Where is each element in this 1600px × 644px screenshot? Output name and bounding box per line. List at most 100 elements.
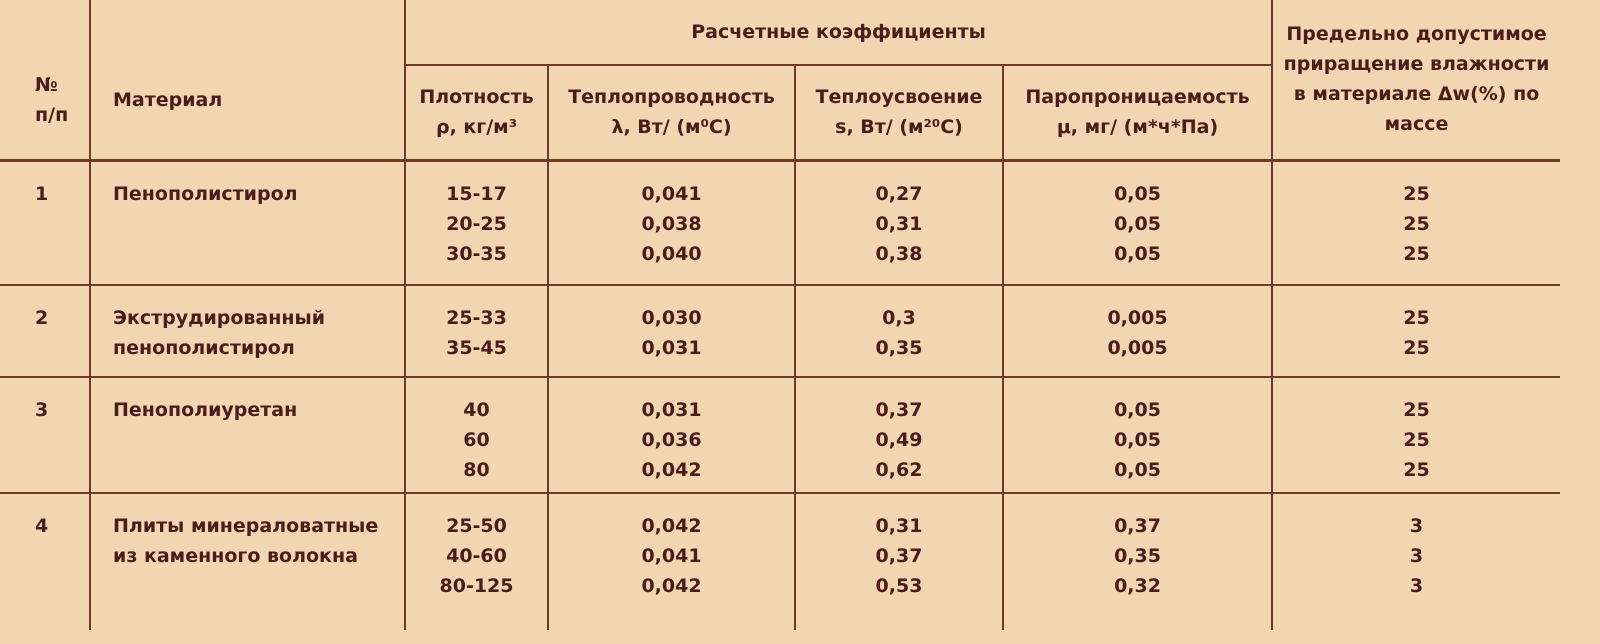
text-line: 2 xyxy=(35,307,49,329)
text-line: 60 xyxy=(463,429,490,451)
text-line: 0,37 xyxy=(875,399,923,421)
value-cell: 0,030 0,031 xyxy=(547,285,795,378)
material-cell: Пенополиуретан xyxy=(89,377,405,494)
text-line: 0,031 xyxy=(641,399,702,421)
text-line: Теплопроводность xyxy=(568,86,775,109)
text-line: 35-45 xyxy=(446,337,507,359)
number-cell: 2 xyxy=(0,285,90,378)
value-cell: 0,37 0,49 0,62 xyxy=(794,377,1003,494)
text-line: 25 xyxy=(1403,212,1430,235)
value-cell: 3 3 3 xyxy=(1271,493,1561,630)
text-line: 0,62 xyxy=(875,459,923,481)
text-line: 0,38 xyxy=(875,242,923,265)
value-cell: 25 25 xyxy=(1271,285,1561,378)
value-cell: 25 25 25 xyxy=(1271,377,1561,494)
value-cell: 0,031 0,036 0,042 xyxy=(547,377,795,494)
value-cell: 0,05 0,05 0,05 xyxy=(1001,377,1273,494)
value-cell: 0,005 0,005 xyxy=(1001,285,1273,378)
text-line: 0,042 xyxy=(641,575,702,597)
text-line: из каменного волокна xyxy=(113,545,358,567)
header-cell: Расчетные коэффициенты xyxy=(403,0,1273,66)
text-line: 80-125 xyxy=(439,575,514,597)
value-cell: 0,3 0,35 xyxy=(794,285,1003,378)
text-line: μ, мг/ (м*ч*Па) xyxy=(1056,116,1219,139)
text-line: 0,32 xyxy=(1114,575,1161,597)
text-line: 3 xyxy=(1409,545,1424,567)
header-cell: Материал xyxy=(89,0,405,162)
text-line: 15-17 xyxy=(446,182,507,205)
text-line: 0,31 xyxy=(875,515,923,537)
text-line: λ, Вт/ (м⁰С) xyxy=(611,116,732,139)
text-line: 25 xyxy=(1403,429,1430,451)
text-line: 0,49 xyxy=(875,429,923,451)
value-cell: 0,37 0,35 0,32 xyxy=(1001,493,1273,630)
text-line: 0,27 xyxy=(875,182,923,205)
text-line: Паропроницаемость xyxy=(1025,86,1250,109)
text-line: в материале Δw(%) по xyxy=(1293,83,1540,106)
text-line: пенополистирол xyxy=(113,337,295,359)
table-row: 3 Пенополиуретан 40 60 80 0,031 0,036 0,042 0,37… xyxy=(0,377,1561,494)
table-row: 1 Пенополистирол 15-17 20-25 30-35 0,041 0,038… xyxy=(0,160,1561,286)
text-line: 25 xyxy=(1403,459,1430,481)
text-line: 0,040 xyxy=(641,242,702,265)
text-line: 0,53 xyxy=(875,575,923,597)
text-line: 0,030 xyxy=(641,307,702,329)
text-line: 0,35 xyxy=(1114,545,1161,567)
text-line: 0,036 xyxy=(641,429,702,451)
material-cell: Экструдированный пенополистирол xyxy=(89,285,405,378)
material-cell: Плиты минераловатные из каменного волокна xyxy=(89,493,405,630)
text-line: № xyxy=(35,74,58,96)
text-line: Расчетные коэффициенты xyxy=(691,21,986,43)
header-cell: Паропроницаемость μ, мг/ (м*ч*Па) xyxy=(1001,65,1273,162)
header-row: Плотность ρ, кг/м³ Теплопроводность λ, Вт/ … xyxy=(0,65,1560,162)
header-cell: № п/п xyxy=(0,0,90,162)
text-line: ρ, кг/м³ xyxy=(435,116,518,139)
text-line: 0,35 xyxy=(875,337,923,359)
text-line: 3 xyxy=(35,399,49,421)
text-line: Плотность xyxy=(419,86,534,109)
header-cell: Теплоусвоение s, Вт/ (м²⁰С) xyxy=(794,65,1003,162)
table-row: 2 Экструдированный пенополистирол 25-33 35-4… xyxy=(0,285,1561,378)
text-line: 25 xyxy=(1403,307,1430,329)
text-line: 80 xyxy=(463,459,490,481)
text-line: Пенополистирол xyxy=(113,182,298,205)
text-line: Экструдированный xyxy=(113,307,326,329)
text-line: 40-60 xyxy=(446,545,507,567)
value-cell: 0,041 0,038 0,040 xyxy=(547,160,795,286)
text-line: 25-50 xyxy=(446,515,507,537)
value-cell: 15-17 20-25 30-35 xyxy=(404,160,548,286)
value-cell: 0,042 0,041 0,042 xyxy=(547,493,795,630)
number-cell: 4 xyxy=(0,493,90,630)
text-line: Материал xyxy=(113,89,223,111)
text-line: 0,37 xyxy=(875,545,923,567)
header-cell: Теплопроводность λ, Вт/ (м⁰С) xyxy=(547,65,795,162)
text-line: 20-25 xyxy=(446,212,507,235)
number-cell: 1 xyxy=(0,160,90,286)
text-line: 0,038 xyxy=(641,212,702,235)
text-line: 1 xyxy=(35,182,49,205)
header-cell: Плотность ρ, кг/м³ xyxy=(404,65,548,162)
text-line: Плиты минераловатные xyxy=(113,515,379,537)
text-line: 0,37 xyxy=(1114,515,1161,537)
text-line: 0,05 xyxy=(1114,429,1161,451)
value-cell: 40 60 80 xyxy=(404,377,548,494)
text-line: 0,05 xyxy=(1114,212,1161,235)
header-cell: Предельно допустимое приращение влажности… xyxy=(1271,0,1561,162)
text-line: 0,042 xyxy=(641,515,702,537)
text-line: s, Вт/ (м²⁰С) xyxy=(835,116,963,139)
text-line: Пенополиуретан xyxy=(113,399,298,421)
text-line: 0,05 xyxy=(1114,242,1161,265)
value-cell: 25-33 35-45 xyxy=(404,285,548,378)
text-line: 0,042 xyxy=(641,459,702,481)
value-cell: 0,31 0,37 0,53 xyxy=(794,493,1003,630)
text-line: 3 xyxy=(1409,575,1424,597)
text-line: 0,041 xyxy=(641,545,702,567)
text-line: 40 xyxy=(463,399,490,421)
header-row: № п/п Материал Расчетные коэффициенты Предел… xyxy=(0,0,1561,162)
text-line: 0,31 xyxy=(875,212,923,235)
text-line: 0,005 xyxy=(1107,337,1168,359)
text-line: 0,005 xyxy=(1107,307,1168,329)
text-line: Предельно допустимое xyxy=(1286,23,1547,46)
text-line: 0,3 xyxy=(882,307,916,329)
